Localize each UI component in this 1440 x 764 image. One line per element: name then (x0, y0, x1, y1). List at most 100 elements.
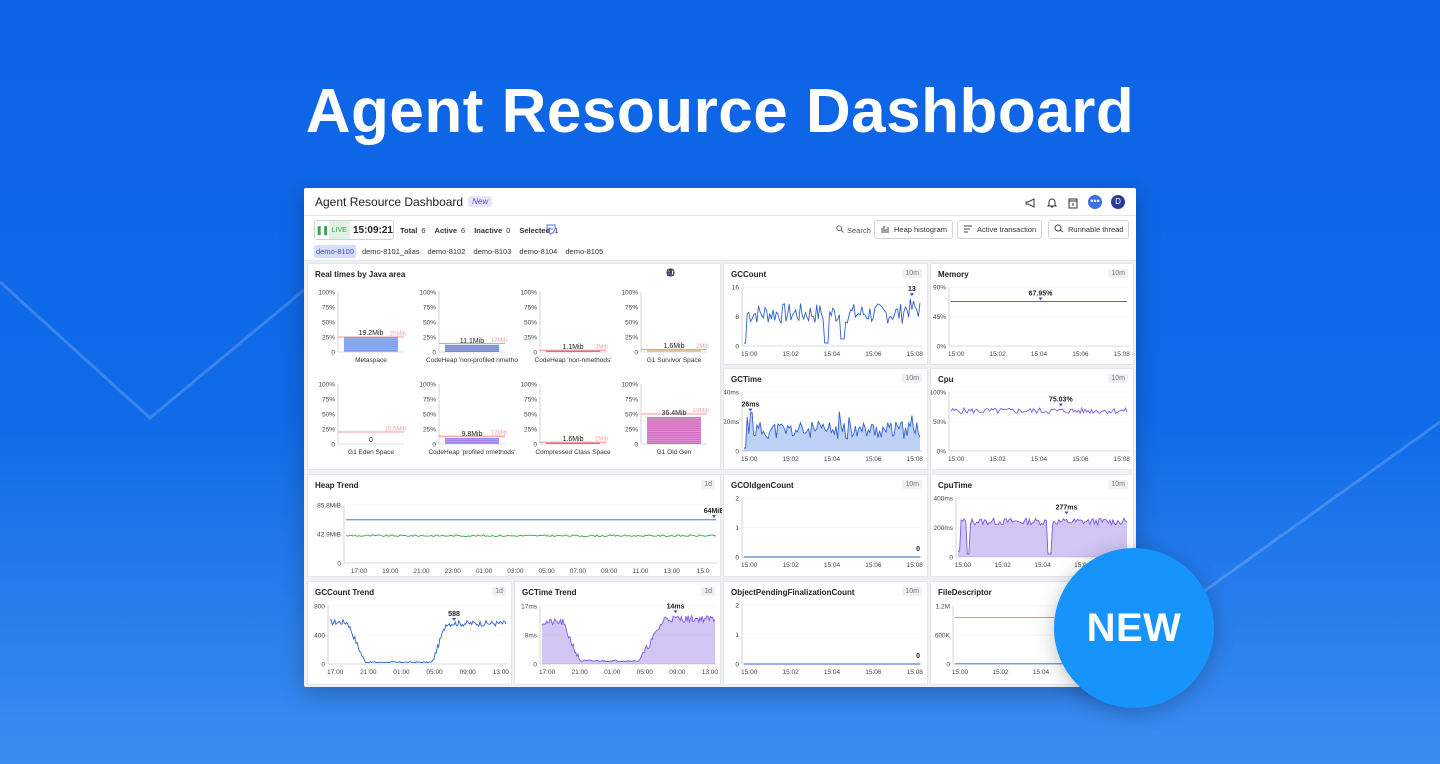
x-tick-label: 05:00 (538, 568, 555, 575)
value-label: 588 (448, 611, 460, 618)
agent-tab[interactable]: demo-8103 (473, 247, 512, 256)
usage-bar (344, 337, 398, 352)
value-label: 26ms (742, 402, 760, 409)
new-tag: New (468, 196, 493, 207)
heap-histogram-button[interactable]: Heap histogram (874, 220, 953, 239)
transaction-icon (963, 224, 973, 235)
series-line (329, 618, 507, 664)
chat-icon[interactable]: ••• (1088, 194, 1102, 209)
y-tick-label: 100% (419, 382, 436, 389)
runnable-thread-button[interactable]: Runnable thread (1048, 220, 1130, 239)
value-label: 1.6Mib (562, 436, 583, 443)
value-marker (1064, 511, 1069, 515)
y-tick-label: 75% (322, 397, 335, 404)
x-tick-label: 15:02 (989, 456, 1006, 463)
y-tick-label: 0 (946, 662, 950, 669)
stat-value: 6 (421, 226, 426, 235)
agent-tab[interactable]: demo-8104 (519, 247, 558, 256)
panel-title: Cpu (938, 375, 954, 384)
memory-panel: Memory 10m 90% 45% 0% 15:00 15:02 15:04 15:06 1… (930, 263, 1134, 365)
gctime-chart: 40ms 20ms 015:00 15:02 15:04 15:06 15:08 26ms (724, 390, 923, 464)
live-control[interactable]: ❚❚ LIVE 15:09:21 (314, 220, 394, 240)
y-tick-label: 0 (432, 350, 436, 357)
agent-tab[interactable]: demo-8100 (314, 245, 356, 258)
panel-title: FileDescriptor (938, 588, 992, 597)
y-tick-label: 600K (935, 633, 951, 640)
x-tick-label: 15:06 (865, 351, 882, 358)
agent-tab[interactable]: demo-8102 (427, 247, 466, 256)
usage-bar (647, 417, 701, 444)
value-marker (748, 408, 753, 412)
megaphone-icon[interactable] (1025, 196, 1037, 208)
app-title: Agent Resource Dashboard (315, 194, 464, 209)
range-badge[interactable]: 10m (902, 269, 922, 278)
x-tick-label: 17:00 (351, 568, 368, 575)
range-badge[interactable]: 10m (902, 587, 922, 596)
range-badge[interactable]: 1d (492, 587, 506, 596)
panel-title: CpuTime (938, 481, 973, 490)
stat-label: Active (434, 226, 458, 235)
y-tick-label: 45% (933, 314, 946, 321)
pause-icon[interactable]: ❚❚ (315, 224, 329, 235)
y-tick-label: 0 (735, 555, 739, 562)
y-tick-label: 50% (423, 320, 436, 327)
calendar-icon[interactable] (1067, 196, 1079, 208)
agent-tab[interactable]: demo-8101_alias (361, 247, 420, 256)
agent-tab[interactable]: demo-8105 (565, 247, 604, 256)
dashboard-window: Agent Resource Dashboard New ••• D ❚❚ LI… (304, 188, 1136, 687)
value-label: 9.8Mib (461, 431, 482, 438)
range-badge[interactable]: 1d (701, 587, 715, 596)
y-tick-label: 0 (735, 662, 739, 669)
range-badge[interactable]: 1d (701, 480, 715, 489)
range-badge[interactable]: 10m (902, 480, 922, 489)
shuffle-icon[interactable] (667, 268, 714, 277)
active-transaction-button[interactable]: Active transaction (957, 220, 1043, 239)
y-tick-label: 0 (533, 350, 537, 357)
y-tick-label: 50% (933, 419, 946, 426)
value-label: 19.2Mib (359, 330, 384, 337)
x-tick-label: 15:04 (824, 456, 841, 463)
x-tick-label: 13:00 (493, 669, 510, 676)
gctime-panel: GCTime 10m 40ms 20ms 0 15:00 15:02 15:04 15:06… (723, 368, 928, 470)
area-name: CodeHeap 'profiled nmethods' (428, 449, 515, 456)
limit-label: 3Mib (595, 345, 609, 351)
range-badge[interactable]: 10m (1108, 374, 1128, 383)
avatar[interactable]: D (1111, 194, 1125, 209)
x-tick-label: 15:02 (995, 562, 1012, 569)
area-name: CodeHeap 'non-profiled nmetho (426, 357, 518, 364)
stat-value: 6 (461, 226, 466, 235)
x-tick-label: 15:00 (741, 456, 758, 463)
y-tick-label: 50% (423, 412, 436, 419)
agent-list: demo-8100 demo-8101_alias demo-8102 demo… (314, 245, 605, 258)
filter-icon[interactable] (546, 224, 556, 235)
x-tick-label: 15:08 (1114, 351, 1131, 358)
gccount-trend-chart: 800 400 017:00 21:00 01:00 05:00 09:00 13:00 588 (314, 604, 510, 677)
y-tick-label: 40ms (724, 390, 740, 397)
x-tick-label: 15:06 (865, 456, 882, 463)
range-badge[interactable]: 10m (902, 374, 922, 383)
y-tick-label: 8ms (525, 633, 538, 640)
x-tick-label: 15:08 (1114, 456, 1131, 463)
x-tick-label: 17:00 (539, 669, 556, 676)
x-tick-label: 15:00 (741, 669, 758, 676)
x-tick-label: 15:08 (907, 562, 924, 569)
x-tick-label: 15:00 (741, 351, 758, 358)
y-tick-label: 800 (314, 604, 325, 611)
range-badge[interactable]: 10m (1108, 480, 1128, 489)
x-tick-label: 01:00 (476, 568, 493, 575)
range-badge[interactable]: 10m (1108, 269, 1128, 278)
search-box[interactable]: Search (836, 225, 871, 235)
panel-title: Real times by Java area (315, 270, 406, 279)
x-tick-label: 05:00 (426, 669, 443, 676)
value-label: 64MiB (704, 508, 722, 515)
gcoldgen-panel: GCOldgenCount 10m 2 1 0 15:00 15:02 15:04 15:0… (723, 474, 928, 577)
x-tick-label: 13:00 (664, 568, 681, 575)
value-label: 1.6Mib (663, 343, 684, 350)
y-tick-label: 0 (533, 662, 537, 669)
bell-icon[interactable] (1046, 196, 1058, 208)
area-name: G1 Eden Space (348, 449, 394, 456)
y-tick-label: 75% (423, 397, 436, 404)
x-tick-label: 15:04 (824, 669, 841, 676)
y-tick-label: 50% (524, 320, 537, 327)
